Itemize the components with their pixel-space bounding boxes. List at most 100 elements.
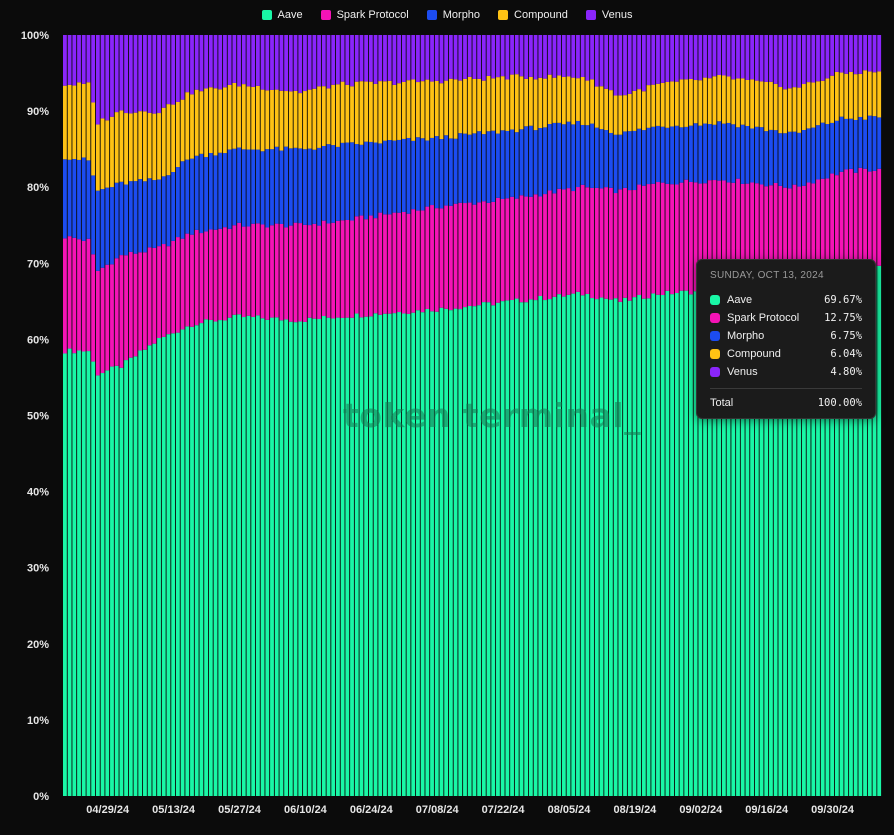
bar-segment-venus[interactable] [246,35,251,87]
bar-segment-aave[interactable] [679,290,684,796]
bar-segment-morpho[interactable] [180,161,185,239]
bar-segment-venus[interactable] [849,35,853,72]
bar-segment-aave[interactable] [477,305,482,796]
bar-segment-compound[interactable] [298,93,303,149]
bar-segment-morpho[interactable] [637,128,642,185]
bar-segment-morpho[interactable] [293,147,298,223]
bar-segment-spark-protocol[interactable] [298,223,303,322]
bar-segment-morpho[interactable] [524,126,529,197]
bar-segment-compound[interactable] [171,104,176,173]
bar-segment-spark-protocol[interactable] [618,189,623,302]
bar-segment-venus[interactable] [284,35,289,92]
bar-segment-morpho[interactable] [133,181,138,254]
bar-segment-spark-protocol[interactable] [336,220,340,318]
bar-segment-morpho[interactable] [444,135,449,206]
bar-segment-spark-protocol[interactable] [750,182,755,287]
bar-segment-morpho[interactable] [557,122,562,189]
bar-segment-compound[interactable] [472,78,477,134]
bar-segment-venus[interactable] [420,35,425,82]
bar-segment-compound[interactable] [839,72,844,117]
bar-segment-compound[interactable] [783,89,787,134]
bar-segment-aave[interactable] [218,320,223,796]
bar-segment-venus[interactable] [307,35,312,90]
bar-segment-compound[interactable] [241,84,246,150]
bar-segment-morpho[interactable] [110,187,114,265]
bar-segment-aave[interactable] [312,318,317,796]
bar-segment-compound[interactable] [576,78,580,121]
bar-segment-compound[interactable] [161,107,166,177]
bar-segment-venus[interactable] [613,35,618,96]
bar-segment-spark-protocol[interactable] [844,169,849,280]
bar-segment-aave[interactable] [406,313,411,796]
bar-segment-aave[interactable] [867,268,872,796]
bar-segment-morpho[interactable] [707,124,712,181]
bar-segment-morpho[interactable] [491,130,496,202]
bar-segment-compound[interactable] [797,87,802,133]
bar-segment-compound[interactable] [401,81,406,139]
bar-segment-morpho[interactable] [143,181,147,253]
bar-segment-morpho[interactable] [613,134,618,194]
bar-segment-venus[interactable] [340,35,345,82]
bar-segment-compound[interactable] [359,81,364,145]
bar-segment-venus[interactable] [510,35,514,75]
bar-segment-venus[interactable] [298,35,303,94]
bar-segment-spark-protocol[interactable] [712,180,717,289]
bar-segment-morpho[interactable] [411,140,416,210]
bar-segment-compound[interactable] [825,78,830,125]
bar-segment-venus[interactable] [430,35,434,82]
bar-segment-morpho[interactable] [547,123,552,191]
bar-segment-morpho[interactable] [194,155,199,230]
bar-segment-morpho[interactable] [307,148,312,226]
bar-segment-aave[interactable] [637,295,642,796]
bar-segment-aave[interactable] [783,285,787,796]
bar-segment-aave[interactable] [491,305,496,796]
bar-segment-compound[interactable] [477,78,482,132]
bar-segment-compound[interactable] [863,70,867,120]
bar-segment-spark-protocol[interactable] [656,182,660,295]
bar-segment-venus[interactable] [783,35,787,90]
bar-segment-morpho[interactable] [646,127,651,185]
bar-segment-venus[interactable] [166,35,171,105]
bar-segment-spark-protocol[interactable] [632,190,637,298]
bar-segment-aave[interactable] [77,350,81,797]
bar-segment-venus[interactable] [114,35,119,113]
bar-segment-morpho[interactable] [787,131,792,189]
bar-segment-aave[interactable] [472,306,477,796]
legend-item-spark-protocol[interactable]: Spark Protocol [320,6,409,24]
bar-segment-compound[interactable] [613,95,618,135]
bar-segment-venus[interactable] [86,35,91,83]
bar-segment-venus[interactable] [759,35,764,82]
bar-segment-spark-protocol[interactable] [590,187,594,299]
bar-segment-spark-protocol[interactable] [100,267,105,374]
bar-segment-morpho[interactable] [463,133,467,204]
bar-segment-venus[interactable] [124,35,128,114]
bar-segment-aave[interactable] [844,279,849,796]
bar-segment-morpho[interactable] [397,139,401,213]
bar-segment-compound[interactable] [364,81,369,142]
bar-segment-spark-protocol[interactable] [119,255,124,368]
bar-segment-venus[interactable] [185,35,190,93]
bar-segment-morpho[interactable] [312,149,317,224]
bar-segment-spark-protocol[interactable] [227,228,232,318]
bar-segment-morpho[interactable] [251,149,256,224]
bar-segment-spark-protocol[interactable] [340,220,345,318]
bar-segment-venus[interactable] [538,35,543,78]
bar-segment-spark-protocol[interactable] [138,252,143,351]
bar-segment-aave[interactable] [223,320,227,796]
bar-segment-compound[interactable] [434,80,439,137]
bar-segment-morpho[interactable] [331,145,336,223]
bar-segment-spark-protocol[interactable] [171,240,176,334]
bar-segment-morpho[interactable] [693,123,698,183]
bar-segment-compound[interactable] [260,89,265,152]
bar-segment-venus[interactable] [373,35,378,84]
bar-segment-aave[interactable] [359,317,364,796]
bar-segment-morpho[interactable] [496,133,500,198]
bar-segment-venus[interactable] [434,35,439,81]
bar-segment-venus[interactable] [81,35,86,84]
bar-segment-spark-protocol[interactable] [698,183,703,290]
bar-segment-spark-protocol[interactable] [783,187,787,286]
bar-segment-aave[interactable] [157,338,161,796]
bar-segment-morpho[interactable] [364,141,369,220]
bar-segment-morpho[interactable] [609,132,613,188]
bar-segment-aave[interactable] [632,297,637,796]
